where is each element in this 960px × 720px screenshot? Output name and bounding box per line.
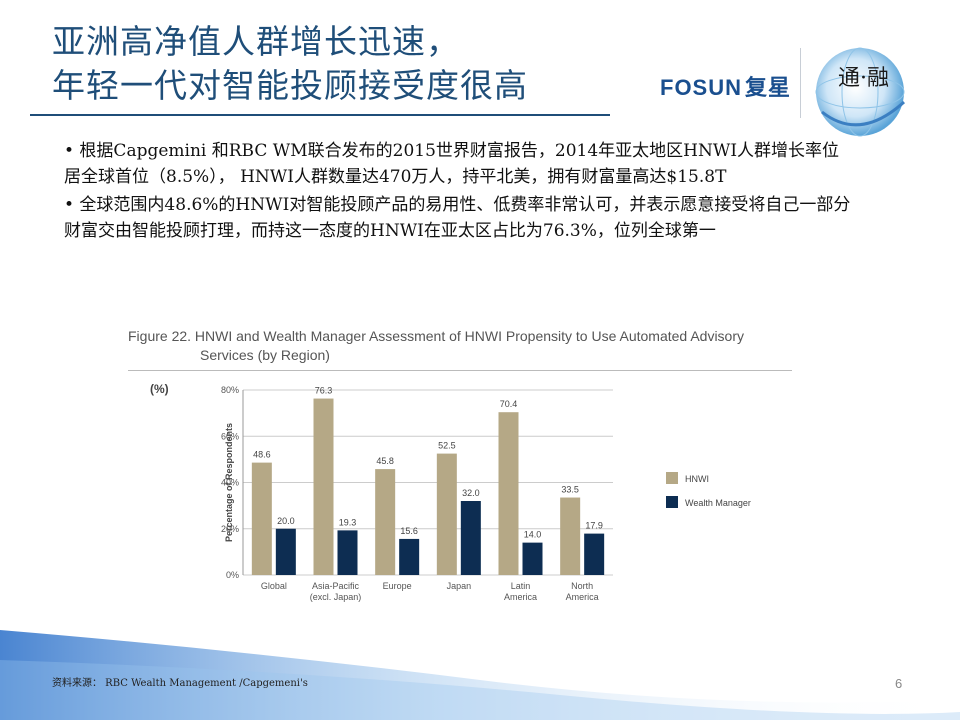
x-tick-label: North: [571, 581, 593, 591]
bar-chart: (%) Percentage of Respondents 0% 20% 40% 60% 8…: [150, 382, 751, 602]
bar-value-label: 32.0: [462, 488, 480, 498]
slide-title-line2: 年轻一代对智能投顾接受度很高: [52, 66, 528, 105]
chart-title-rule: [128, 370, 792, 371]
bar-hnwi: [436, 453, 457, 575]
chart-title-line2: Services (by Region): [200, 347, 330, 363]
fosun-logo: FOSUN 复星: [660, 70, 791, 102]
bar-value-label: 20.0: [277, 516, 295, 526]
bar-wealth-manager: [460, 501, 481, 575]
bar-value-label: 33.5: [561, 485, 579, 495]
y-unit-label: (%): [150, 382, 169, 396]
decorative-wave: [0, 630, 960, 720]
legend-swatch: [666, 472, 678, 484]
y-tick-label: 60%: [221, 431, 239, 441]
chart-title-line1: Figure 22. HNWI and Wealth Manager Asses…: [128, 328, 745, 344]
chart-title: Figure 22. HNWI and Wealth Manager Asses…: [128, 327, 808, 365]
bar-value-label: 48.6: [253, 450, 271, 460]
legend-label: Wealth Manager: [685, 498, 751, 508]
x-tick-label: Global: [261, 581, 287, 591]
bar-wealth-manager: [522, 542, 543, 575]
bar-hnwi: [375, 469, 396, 575]
y-tick-label: 20%: [221, 524, 239, 534]
y-tick-label: 40%: [221, 478, 239, 488]
page-number: 6: [895, 676, 903, 691]
x-tick-label: America: [504, 592, 537, 602]
bar-hnwi: [560, 497, 581, 575]
slide-title-line1: 亚洲高净值人群增长迅速，: [52, 22, 460, 61]
title-underline: [30, 114, 610, 116]
bar-wealth-manager: [337, 530, 358, 575]
bar-value-label: 45.8: [376, 456, 394, 466]
bar-hnwi: [313, 398, 334, 575]
bar-value-label: 52.5: [438, 441, 456, 451]
y-tick-label: 0%: [226, 570, 239, 580]
globe-logo-text: 通·融: [838, 66, 889, 91]
x-tick-label: Latin: [511, 581, 531, 591]
bar-value-label: 19.3: [339, 517, 357, 527]
bullet-item-2: • 全球范围内48.6%的HNWI对智能投顾产品的易用性、低费率非常认可，并表示…: [64, 195, 851, 241]
y-tick-label: 80%: [221, 385, 239, 395]
slide-title: 亚洲高净值人群增长迅速， 年轻一代对智能投顾接受度很高: [52, 20, 612, 108]
bar-hnwi: [498, 412, 519, 575]
bar-wealth-manager: [399, 538, 420, 575]
fosun-logo-cn: 复星: [745, 76, 792, 101]
bar-value-label: 17.9: [585, 521, 603, 531]
fosun-logo-text: FOSUN: [660, 75, 742, 100]
bar-value-label: 14.0: [524, 530, 542, 540]
y-axis-title: Percentage of Respondents: [224, 423, 234, 542]
source-note: 资料来源： RBC Wealth Management /Capgemeni's: [52, 678, 308, 689]
globe-logo-icon: [815, 47, 906, 137]
bar-wealth-manager: [584, 533, 605, 575]
bullet-item-1: • 根据Capgemini 和RBC WM联合发布的2015世界财富报告，201…: [64, 141, 840, 187]
bar-hnwi: [251, 462, 272, 575]
bar-value-label: 76.3: [315, 386, 333, 396]
bar-value-label: 15.6: [400, 526, 418, 536]
bullet-list: • 根据Capgemini 和RBC WM联合发布的2015世界财富报告，201…: [64, 138, 854, 246]
logo-separator: [800, 48, 801, 118]
x-tick-label: Asia-Pacific: [312, 581, 360, 591]
bar-value-label: 70.4: [500, 399, 518, 409]
bar-wealth-manager: [275, 528, 296, 575]
x-tick-label: America: [566, 592, 599, 602]
legend-swatch: [666, 496, 678, 508]
x-tick-label: Japan: [447, 581, 472, 591]
legend-label: HNWI: [685, 474, 709, 484]
x-tick-label: (excl. Japan): [310, 592, 362, 602]
x-tick-label: Europe: [383, 581, 412, 591]
